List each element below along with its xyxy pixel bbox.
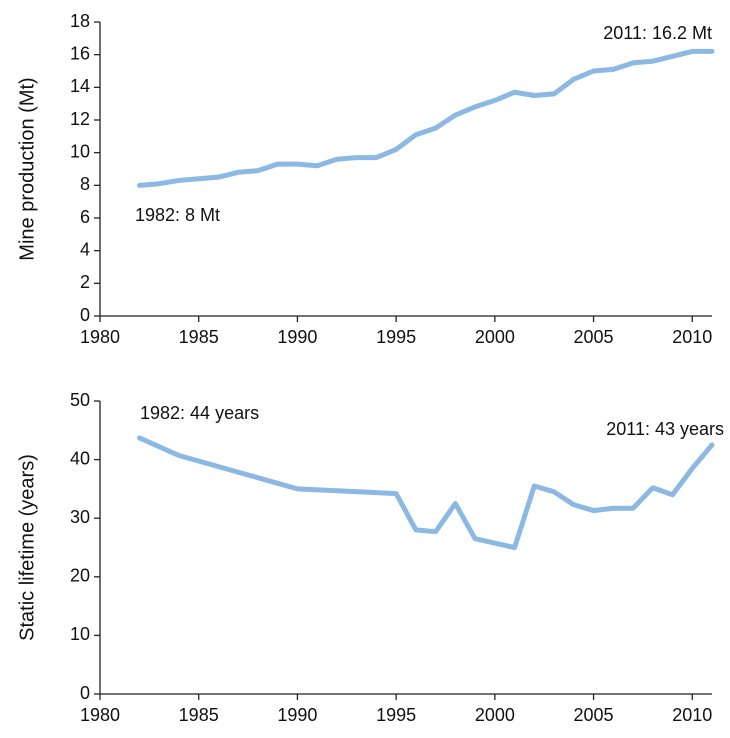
annotation: 2011: 16.2 Mt [603, 23, 712, 43]
x-tick-label: 1985 [179, 327, 219, 347]
x-tick-label: 1980 [80, 327, 120, 347]
line [136, 435, 715, 550]
x-tick-label: 1995 [376, 327, 416, 347]
y-tick-label: 40 [70, 448, 90, 468]
x-tick-label: 1995 [376, 705, 416, 725]
y-tick-label: 16 [70, 43, 90, 63]
x-tick-label: 2010 [672, 327, 712, 347]
x-tick-label: 2000 [475, 705, 515, 725]
y-tick-label: 50 [70, 390, 90, 410]
y-tick-label: 20 [70, 566, 90, 586]
y-tick-label: 12 [70, 109, 90, 129]
y-tick-label: 30 [70, 507, 90, 527]
annotation: 1982: 44 years [140, 403, 259, 423]
y-tick-label: 8 [80, 174, 90, 194]
line [136, 48, 715, 188]
y-axis-label: Mine production (Mt) [16, 77, 38, 260]
x-tick-label: 1990 [277, 327, 317, 347]
y-tick-label: 6 [80, 207, 90, 227]
y-tick-label: 10 [70, 141, 90, 161]
x-tick-label: 2005 [574, 327, 614, 347]
x-tick-label: 1980 [80, 705, 120, 725]
x-tick-label: 1985 [179, 705, 219, 725]
annotation: 2011: 43 years [606, 419, 724, 439]
annotation: 1982: 8 Mt [135, 205, 220, 225]
y-tick-label: 18 [70, 11, 90, 31]
x-tick-label: 2000 [475, 327, 515, 347]
y-tick-label: 0 [80, 305, 90, 325]
x-tick-label: 2005 [574, 705, 614, 725]
y-tick-label: 10 [70, 624, 90, 644]
y-tick-label: 0 [80, 683, 90, 703]
y-tick-label: 2 [80, 272, 90, 292]
x-tick-label: 1990 [277, 705, 317, 725]
y-axis-label: Static lifetime (years) [16, 454, 38, 641]
y-tick-label: 14 [70, 76, 90, 96]
y-tick-label: 4 [80, 239, 90, 259]
x-tick-label: 2010 [672, 705, 712, 725]
